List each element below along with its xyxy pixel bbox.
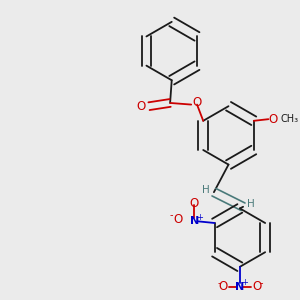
Text: N: N	[190, 216, 199, 226]
Text: O: O	[268, 113, 278, 126]
Text: -: -	[260, 278, 263, 288]
Text: +: +	[196, 213, 203, 222]
Text: +: +	[241, 278, 248, 287]
Text: O: O	[190, 197, 199, 210]
Text: H: H	[247, 199, 255, 209]
Text: -: -	[169, 211, 172, 220]
Text: O: O	[252, 280, 261, 293]
Text: O: O	[218, 280, 228, 293]
Text: CH₃: CH₃	[280, 114, 298, 124]
Text: O: O	[173, 213, 182, 226]
Text: O: O	[192, 97, 202, 110]
Text: O: O	[136, 100, 146, 113]
Text: N: N	[235, 282, 244, 292]
Text: H: H	[202, 184, 210, 195]
Text: -: -	[217, 278, 220, 288]
